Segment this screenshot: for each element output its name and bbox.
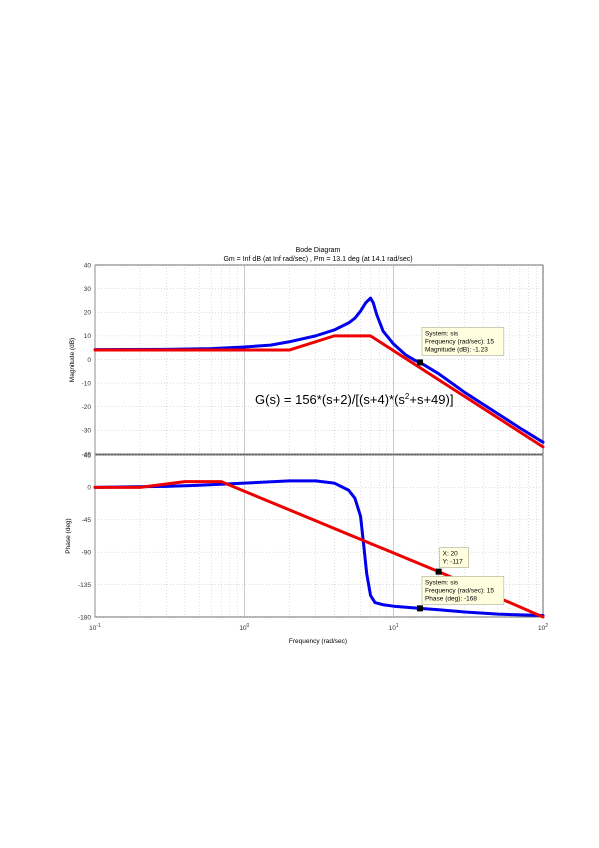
phase-ytick-label: -45 xyxy=(82,517,92,524)
magnitude-ytick-label: 30 xyxy=(84,286,92,293)
magnitude-series-blue xyxy=(93,296,545,444)
frequency-tick-label: 102 xyxy=(538,623,548,632)
chart-title: Bode Diagram xyxy=(296,247,341,254)
magnitude-datatip-box xyxy=(421,327,505,356)
magnitude-ytick-label: 40 xyxy=(84,262,92,269)
xy-datatip-text: Y: -117 xyxy=(443,559,464,566)
magnitude-datatip-text: Magnitude (dB): -1.23 xyxy=(425,346,488,353)
phase-datatip-marker xyxy=(416,605,423,612)
formula-main: G(s) = 156*(s+2)/[(s+4)*(s xyxy=(255,392,405,407)
phase-ytick-label: -180 xyxy=(78,614,91,621)
phase-axis-label: Phase (deg) xyxy=(65,518,72,553)
phase-panel: 45 0 -45 -90 -135 -180 xyxy=(78,452,545,621)
magnitude-axis-label: Magnitude (dB) xyxy=(69,338,76,382)
phase-datatip-text: System: sis xyxy=(425,579,459,586)
chart-subtitle: Gm = Inf dB (at Inf rad/sec) , Pm = 13.1… xyxy=(223,256,412,263)
frequency-tick-label: 101 xyxy=(389,623,399,632)
magnitude-panel: 40 30 20 10 0 -10 -20 -30 -40 xyxy=(82,262,545,458)
magnitude-ytick-label: -40 xyxy=(82,451,92,458)
xy-datatip-box xyxy=(439,547,469,568)
magnitude-datatip-text: System: sis xyxy=(425,330,459,337)
magnitude-plot-area xyxy=(94,264,544,455)
phase-ytick-label: 45 xyxy=(84,452,92,459)
phase-ytick-label: 0 xyxy=(87,485,91,492)
magnitude-ytick-label: -30 xyxy=(82,428,92,435)
frequency-axis-label: Frequency (rad/sec) xyxy=(289,638,347,645)
phase-series-blue xyxy=(93,479,545,618)
magnitude-datatip-text: Frequency (rad/sec): 15 xyxy=(425,338,494,345)
magnitude-ytick-label: -20 xyxy=(82,404,92,411)
magnitude-datatip-marker xyxy=(416,359,423,366)
xy-datatip-marker xyxy=(435,568,442,575)
formula-tail: +s+49)] xyxy=(409,392,453,407)
frequency-axis: 10-1 100 101 102 xyxy=(89,623,548,632)
magnitude-ytick-label: 0 xyxy=(87,357,91,364)
phase-datatip-box xyxy=(421,576,505,605)
magnitude-ytick-label: 20 xyxy=(84,310,92,317)
frequency-tick-label: 100 xyxy=(239,623,249,632)
magnitude-ytick-label: -10 xyxy=(82,380,92,387)
phase-ytick-label: -90 xyxy=(82,550,92,557)
phase-datatip-text: Phase (deg): -168 xyxy=(425,595,477,602)
frequency-tick-label: 10-1 xyxy=(89,623,101,632)
phase-ytick-label: -135 xyxy=(78,582,91,589)
phase-datatip-text: Frequency (rad/sec): 15 xyxy=(425,587,494,594)
magnitude-ytick-label: 10 xyxy=(84,333,92,340)
formula-exponent: 2 xyxy=(405,392,410,401)
xy-datatip-text: X: 20 xyxy=(443,551,459,558)
transfer-function-formula: G(s) = 156*(s+2)/[(s+4)*(s2+s+49)] xyxy=(255,392,453,407)
magnitude-series-red xyxy=(93,334,545,449)
